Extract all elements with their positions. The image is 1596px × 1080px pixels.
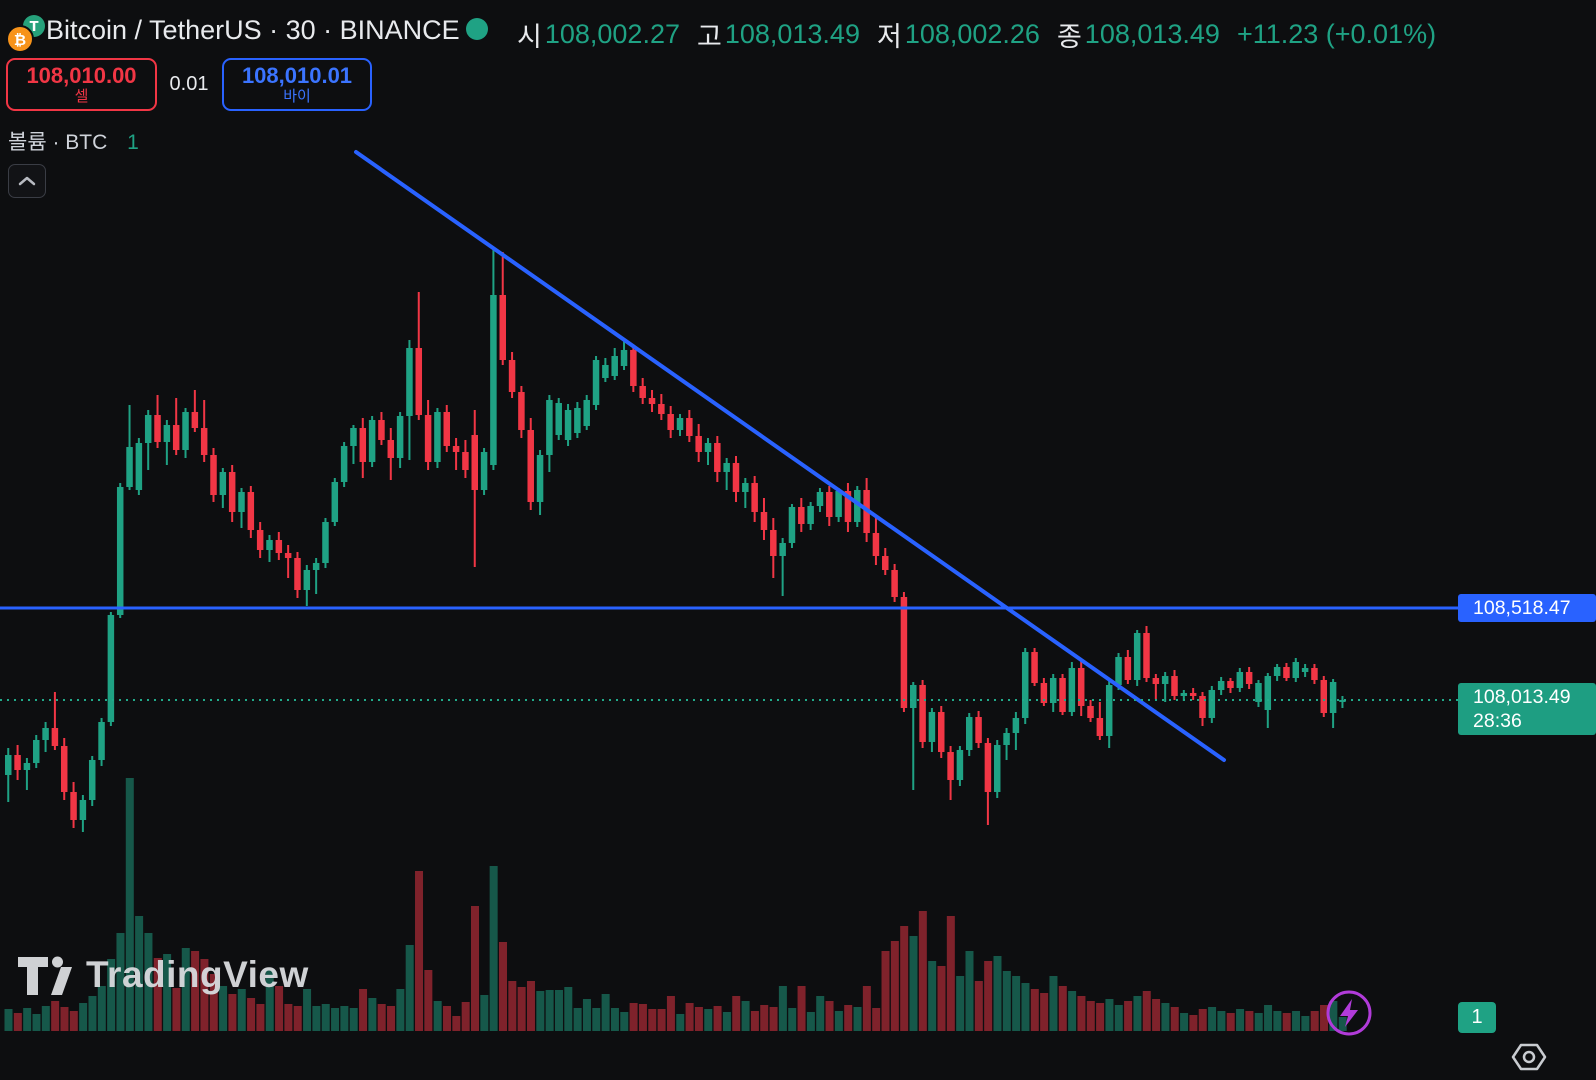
- last-price-label: 108,013.49 28:36: [1458, 683, 1596, 735]
- open-label: 시: [517, 22, 542, 52]
- tradingview-text: TradingView: [86, 954, 309, 995]
- sell-label: 셀: [74, 88, 89, 106]
- symbol-icon: T ₿: [6, 15, 45, 53]
- volume-indicator-row: 볼륨 · BTC 1: [8, 126, 139, 156]
- open-value: 108,002.27: [544, 19, 680, 49]
- gear-icon: [1511, 1043, 1547, 1071]
- collapse-button[interactable]: [8, 164, 46, 198]
- bitcoin-icon: [6, 25, 34, 53]
- tradingview-logo: TradingView: [16, 952, 309, 998]
- svg-text:T: T: [30, 20, 39, 35]
- buy-button[interactable]: 108,010.01 바이: [222, 58, 372, 111]
- chevron-up-icon: [18, 176, 36, 186]
- close-value: 108,013.49: [1084, 19, 1220, 49]
- low-value: 108,002.26: [904, 19, 1040, 49]
- interval-badge[interactable]: 1: [1458, 1002, 1496, 1033]
- tradingview-icon: [18, 956, 72, 995]
- market-status-dot: [466, 18, 488, 40]
- low-label: 저: [876, 22, 902, 52]
- svg-text:₿: ₿: [14, 31, 26, 49]
- spread-value: 0.01: [169, 73, 209, 95]
- volume-indicator-value: 1: [127, 131, 139, 154]
- bar-countdown: 28:36: [1473, 710, 1522, 732]
- horizontal-line-price-label: 108,518.47: [1458, 594, 1596, 622]
- settings-button[interactable]: [1510, 1040, 1548, 1074]
- high-label: 고: [696, 22, 722, 52]
- boost-button[interactable]: [1323, 987, 1375, 1039]
- interval-badge-text: 1: [1471, 1006, 1483, 1028]
- sell-price: 108,010.00: [26, 63, 137, 89]
- high-value: 108,013.49: [724, 19, 860, 49]
- line-price-text: 108,518.47: [1473, 596, 1571, 619]
- last-price-text: 108,013.49: [1473, 686, 1571, 708]
- close-label: 종: [1056, 22, 1082, 52]
- ohlc-row: 시 108,002.27 고 108,013.49 저 108,002.26 종…: [517, 15, 1436, 54]
- lightning-icon: [1326, 990, 1372, 1036]
- buy-price: 108,010.01: [241, 63, 353, 89]
- buy-label: 바이: [283, 88, 311, 106]
- volume-indicator-label: 볼륨 · BTC: [8, 131, 108, 154]
- symbol-title[interactable]: Bitcoin / TetherUS · 30 · BINANCE: [46, 15, 460, 45]
- change-value: +11.23 (+0.01%): [1236, 19, 1437, 49]
- sell-button[interactable]: 108,010.00 셀: [6, 58, 157, 111]
